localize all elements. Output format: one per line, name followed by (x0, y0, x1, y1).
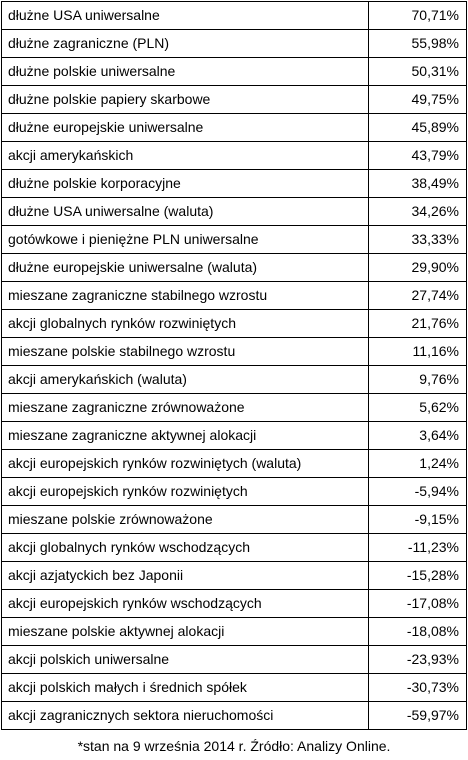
table-row: akcji polskich uniwersalne -23,93% (1, 645, 467, 674)
fund-category-cell: dłużne polskie papiery skarbowe (1, 85, 369, 114)
fund-category-cell: mieszane polskie zrównoważone (1, 505, 369, 534)
fund-category-cell: dłużne polskie korporacyjne (1, 169, 369, 198)
fund-category-cell: dłużne polskie uniwersalne (1, 57, 369, 86)
return-value-cell: 29,90% (368, 253, 467, 282)
return-value-cell: -18,08% (368, 617, 467, 646)
fund-category-cell: dłużne USA uniwersalne (waluta) (1, 197, 369, 226)
return-value-cell: 11,16% (368, 337, 467, 366)
return-value-cell: 49,75% (368, 85, 467, 114)
table-row: gotówkowe i pieniężne PLN uniwersalne 33,… (1, 225, 467, 254)
fund-category-cell: mieszane zagraniczne stabilnego wzrostu (1, 281, 369, 310)
return-value-cell: 27,74% (368, 281, 467, 310)
return-value-cell: 50,31% (368, 57, 467, 86)
fund-category-cell: akcji europejskich rynków rozwiniętych (1, 477, 369, 506)
table-row: akcji globalnych rynków rozwiniętych 21,7… (1, 309, 467, 338)
table-row: mieszane polskie stabilnego wzrostu 11,16… (1, 337, 467, 366)
fund-returns-table: dłużne USA uniwersalne 70,71% dłużne zagra… (1, 1, 467, 730)
fund-category-cell: akcji polskich uniwersalne (1, 645, 369, 674)
table-row: dłużne polskie papiery skarbowe 49,75% (1, 85, 467, 114)
table-row: dłużne USA uniwersalne (waluta) 34,26% (1, 197, 467, 226)
table-body: dłużne USA uniwersalne 70,71% dłużne zagra… (1, 1, 467, 730)
fund-category-cell: akcji azjatyckich bez Japonii (1, 561, 369, 590)
table-row: akcji azjatyckich bez Japonii -15,28% (1, 561, 467, 590)
fund-category-cell: dłużne europejskie uniwersalne (1, 113, 369, 142)
table-row: akcji zagranicznych sektora nieruchomośc… (1, 701, 467, 730)
table-row: dłużne europejskie uniwersalne 45,89% (1, 113, 467, 142)
return-value-cell: 3,64% (368, 421, 467, 450)
fund-category-cell: akcji amerykańskich (1, 141, 369, 170)
fund-category-cell: akcji europejskich rynków rozwiniętych (… (1, 449, 369, 478)
return-value-cell: 70,71% (368, 1, 467, 30)
fund-category-cell: dłużne europejskie uniwersalne (waluta) (1, 253, 369, 282)
table-row: dłużne USA uniwersalne 70,71% (1, 1, 467, 30)
fund-category-cell: mieszane polskie aktywnej alokacji (1, 617, 369, 646)
fund-category-cell: dłużne USA uniwersalne (1, 1, 369, 30)
table-row: dłużne zagraniczne (PLN) 55,98% (1, 29, 467, 58)
table-row: akcji polskich małych i średnich spółek -… (1, 673, 467, 702)
fund-category-cell: akcji europejskich rynków wschodzących (1, 589, 369, 618)
return-value-cell: 45,89% (368, 113, 467, 142)
return-value-cell: 55,98% (368, 29, 467, 58)
table-row: akcji europejskich rynków rozwiniętych -5… (1, 477, 467, 506)
return-value-cell: 1,24% (368, 449, 467, 478)
fund-category-cell: akcji zagranicznych sektora nieruchomośc… (1, 701, 369, 730)
fund-category-cell: mieszane polskie stabilnego wzrostu (1, 337, 369, 366)
fund-category-cell: akcji polskich małych i średnich spółek (1, 673, 369, 702)
table-row: dłużne polskie uniwersalne 50,31% (1, 57, 467, 86)
table-row: mieszane polskie zrównoważone -9,15% (1, 505, 467, 534)
fund-category-cell: gotówkowe i pieniężne PLN uniwersalne (1, 225, 369, 254)
return-value-cell: -5,94% (368, 477, 467, 506)
return-value-cell: 43,79% (368, 141, 467, 170)
table-row: akcji amerykańskich 43,79% (1, 141, 467, 170)
return-value-cell: 9,76% (368, 365, 467, 394)
fund-category-cell: mieszane zagraniczne zrównoważone (1, 393, 369, 422)
return-value-cell: 21,76% (368, 309, 467, 338)
return-value-cell: 34,26% (368, 197, 467, 226)
table-row: dłużne polskie korporacyjne 38,49% (1, 169, 467, 198)
table-row: dłużne europejskie uniwersalne (waluta) 2… (1, 253, 467, 282)
fund-category-cell: akcji globalnych rynków wschodzących (1, 533, 369, 562)
table-row: akcji europejskich rynków wschodzących -1… (1, 589, 467, 618)
return-value-cell: -11,23% (368, 533, 467, 562)
table-row: mieszane zagraniczne zrównoważone 5,62% (1, 393, 467, 422)
fund-category-cell: akcji amerykańskich (waluta) (1, 365, 369, 394)
table-row: akcji globalnych rynków wschodzących -11,… (1, 533, 467, 562)
return-value-cell: -9,15% (368, 505, 467, 534)
table-row: mieszane zagraniczne aktywnej alokacji 3,… (1, 421, 467, 450)
return-value-cell: -23,93% (368, 645, 467, 674)
return-value-cell: -59,97% (368, 701, 467, 730)
return-value-cell: -17,08% (368, 589, 467, 618)
return-value-cell: 38,49% (368, 169, 467, 198)
return-value-cell: -15,28% (368, 561, 467, 590)
fund-category-cell: akcji globalnych rynków rozwiniętych (1, 309, 369, 338)
fund-category-cell: mieszane zagraniczne aktywnej alokacji (1, 421, 369, 450)
return-value-cell: 5,62% (368, 393, 467, 422)
table-row: akcji amerykańskich (waluta) 9,76% (1, 365, 467, 394)
return-value-cell: 33,33% (368, 225, 467, 254)
source-footnote: *stan na 9 września 2014 r. Źródło: Anal… (77, 738, 391, 754)
table-row: mieszane zagraniczne stabilnego wzrostu 2… (1, 281, 467, 310)
table-row: mieszane polskie aktywnej alokacji -18,08… (1, 617, 467, 646)
return-value-cell: -30,73% (368, 673, 467, 702)
table-row: akcji europejskich rynków rozwiniętych (… (1, 449, 467, 478)
fund-category-cell: dłużne zagraniczne (PLN) (1, 29, 369, 58)
